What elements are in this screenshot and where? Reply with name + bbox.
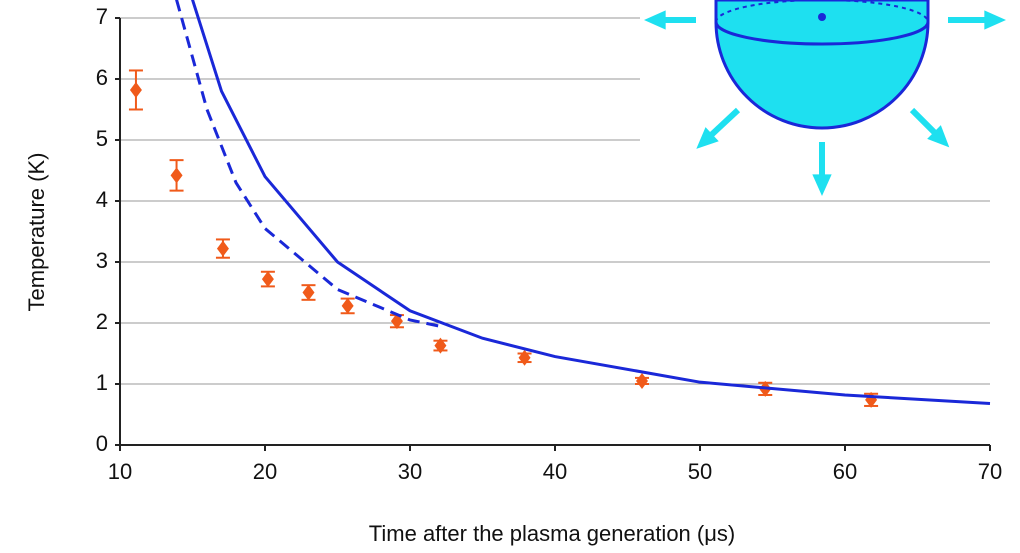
arrow-head [644,10,666,30]
data-point [636,372,648,389]
arrow-head [696,127,719,149]
data-point [434,337,447,354]
arrow-shaft [705,107,741,141]
y-tick-label: 0 [96,431,108,456]
x-axis-label: Time after the plasma generation (μs) [369,521,735,546]
y-tick-label: 4 [96,187,108,212]
data-point [129,81,142,98]
data-point [341,297,354,314]
x-tick-label: 40 [543,459,567,484]
x-tick-label: 10 [108,459,132,484]
arrow-head [812,174,832,196]
y-tick-label: 7 [96,4,108,29]
x-tick-label: 20 [253,459,277,484]
sphere-equator [714,21,930,46]
data-point [170,167,183,184]
data-point [261,271,274,288]
y-tick-label: 2 [96,309,108,334]
arrow-shaft [909,107,941,139]
dashed-curve [175,0,440,328]
y-axis-label: Temperature (K) [24,153,49,312]
data-point [302,284,315,301]
y-tick-label: 5 [96,126,108,151]
data-point [216,240,229,257]
arrow-head [927,125,950,148]
x-tick-label: 60 [833,459,857,484]
data-point [518,349,531,366]
x-tick-label: 70 [978,459,1002,484]
arrow-head [984,10,1006,30]
solid-curve [191,0,991,406]
y-tick-label: 3 [96,248,108,273]
inset [640,0,1010,200]
sphere-center [818,13,826,21]
y-tick-label: 6 [96,65,108,90]
x-tick-label: 50 [688,459,712,484]
y-tick-label: 1 [96,370,108,395]
sphere [714,0,930,130]
x-tick-label: 30 [398,459,422,484]
